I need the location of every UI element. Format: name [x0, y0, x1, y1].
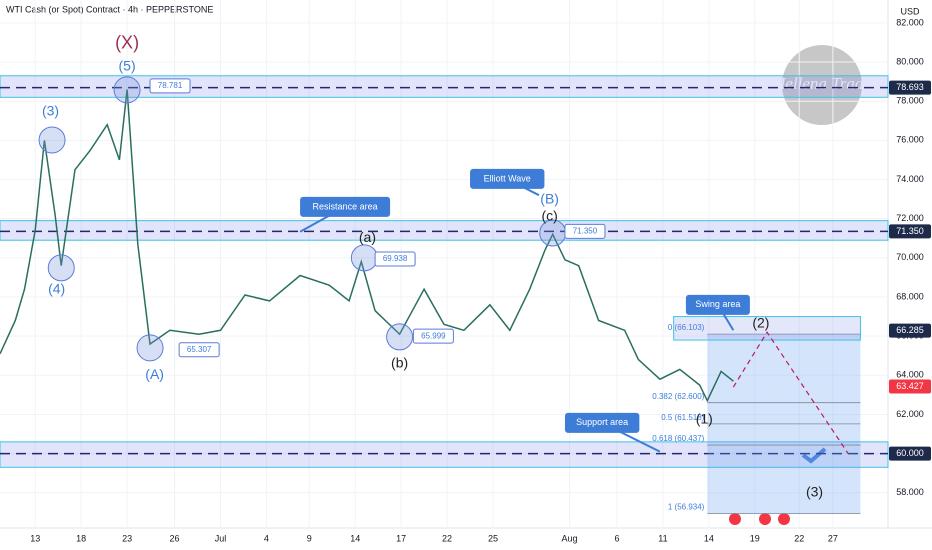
price-tag	[889, 446, 931, 461]
projection	[732, 331, 849, 454]
pivot	[539, 219, 567, 247]
event-icon	[759, 513, 771, 525]
x-tick-label: 9	[307, 533, 312, 543]
y-tick-label: 64.000	[896, 370, 924, 380]
fib-label: 0.618 (60.437)	[652, 434, 704, 443]
wave-label: (5)	[119, 58, 136, 74]
wave-label: (4)	[48, 281, 65, 297]
x-tick-label: 6	[614, 533, 619, 543]
calendar-icons	[729, 513, 790, 525]
zone	[0, 75, 889, 98]
x-tick-label: 26	[170, 533, 180, 543]
price-tag	[889, 224, 931, 239]
watermark-badge	[782, 45, 862, 125]
fib-label: 0.382 (62.600)	[652, 392, 704, 401]
price-tag-label: 63.427	[896, 381, 924, 391]
x-tick-label: 14	[704, 533, 714, 543]
x-tick-label: 18	[76, 533, 86, 543]
wave-label: (A)	[145, 366, 164, 382]
y-tick-label: 76.000	[896, 135, 924, 145]
callout-label: Resistance area	[313, 201, 378, 211]
watermark: Hellena Trade	[772, 74, 871, 93]
wave-label: (X)	[115, 33, 139, 53]
price-tag-label: 66.285	[896, 325, 924, 335]
price-tag	[889, 323, 931, 338]
price-tag-label: 60.000	[896, 448, 924, 458]
y-tick-label: 78.000	[896, 96, 924, 106]
x-tick-label: 11	[658, 533, 667, 543]
price-note: 65.999	[421, 331, 446, 340]
wave-label: (b)	[391, 354, 408, 370]
callout-label: Support area	[576, 417, 628, 427]
zone	[0, 220, 889, 241]
y-tick-label: 80.000	[896, 56, 924, 66]
x-tick-label: 25	[488, 533, 498, 543]
x-tick-label: 13	[30, 533, 40, 543]
price-note-box	[149, 78, 191, 94]
currency: USD	[900, 6, 920, 16]
wave-label: (B)	[540, 191, 559, 207]
price-note-box	[412, 328, 454, 344]
price-note: 69.938	[383, 254, 408, 263]
y-tick-label: 62.000	[896, 409, 924, 419]
price-tag-label: 78.693	[896, 82, 924, 92]
swing-box	[673, 316, 861, 341]
callout-box	[300, 196, 391, 217]
y-tick-label: 72.000	[896, 213, 924, 223]
x-tick-label: 22	[794, 533, 804, 543]
price-note: 78.781	[158, 81, 183, 90]
pivot	[47, 254, 75, 282]
x-tick-label: Aug	[562, 533, 578, 543]
wave-label: (2)	[752, 315, 769, 331]
wave-label: (1)	[696, 411, 713, 427]
y-tick-label: 74.000	[896, 174, 924, 184]
y-tick-label: 70.000	[896, 252, 924, 262]
price-note-box	[178, 342, 220, 358]
wave-label: (a)	[359, 229, 376, 245]
wave-label: (3)	[806, 483, 823, 499]
fib-label: 1 (56.934)	[668, 503, 705, 512]
x-tick-label: 4	[264, 533, 269, 543]
price-note-box	[374, 251, 416, 267]
price-tag	[889, 379, 931, 394]
event-icon	[729, 513, 741, 525]
wave-label: (3)	[42, 103, 59, 119]
x-tick-label: 22	[442, 533, 452, 543]
price-line	[0, 89, 734, 403]
y-tick-label: 58.000	[896, 487, 924, 497]
callout-box	[564, 412, 640, 433]
fib-label: 0.5 (61.518)	[661, 413, 704, 422]
x-tick-label: 23	[122, 533, 132, 543]
pivot	[350, 244, 378, 272]
pivot	[136, 334, 164, 362]
x-tick-label: 19	[750, 533, 760, 543]
price-tag	[889, 80, 931, 95]
callout-box	[470, 168, 545, 189]
x-tick-label: 14	[350, 533, 360, 543]
price-note: 71.350	[573, 227, 598, 236]
wave-label: (c)	[541, 207, 557, 223]
pivot	[113, 76, 141, 104]
chart-title: WTI Cash (or Spot) Contract · 4h · PEPPE…	[6, 4, 213, 14]
zone	[0, 441, 889, 468]
price-note: 65.307	[187, 345, 212, 354]
callout-box	[685, 294, 750, 315]
event-icon	[778, 513, 790, 525]
x-tick-label: 27	[828, 533, 838, 543]
pivot	[38, 126, 66, 154]
callout-label: Swing area	[695, 299, 740, 309]
price-note-box	[564, 223, 606, 239]
y-tick-label: 82.000	[896, 17, 924, 27]
x-tick-label: Jul	[215, 533, 227, 543]
price-tag-label: 71.350	[896, 226, 924, 236]
x-tick-label: 17	[396, 533, 406, 543]
fib-label: 0 (66.103)	[668, 323, 705, 332]
pivot	[386, 323, 414, 351]
y-tick-label: 68.000	[896, 291, 924, 301]
callout-label: Elliott Wave	[484, 173, 531, 183]
